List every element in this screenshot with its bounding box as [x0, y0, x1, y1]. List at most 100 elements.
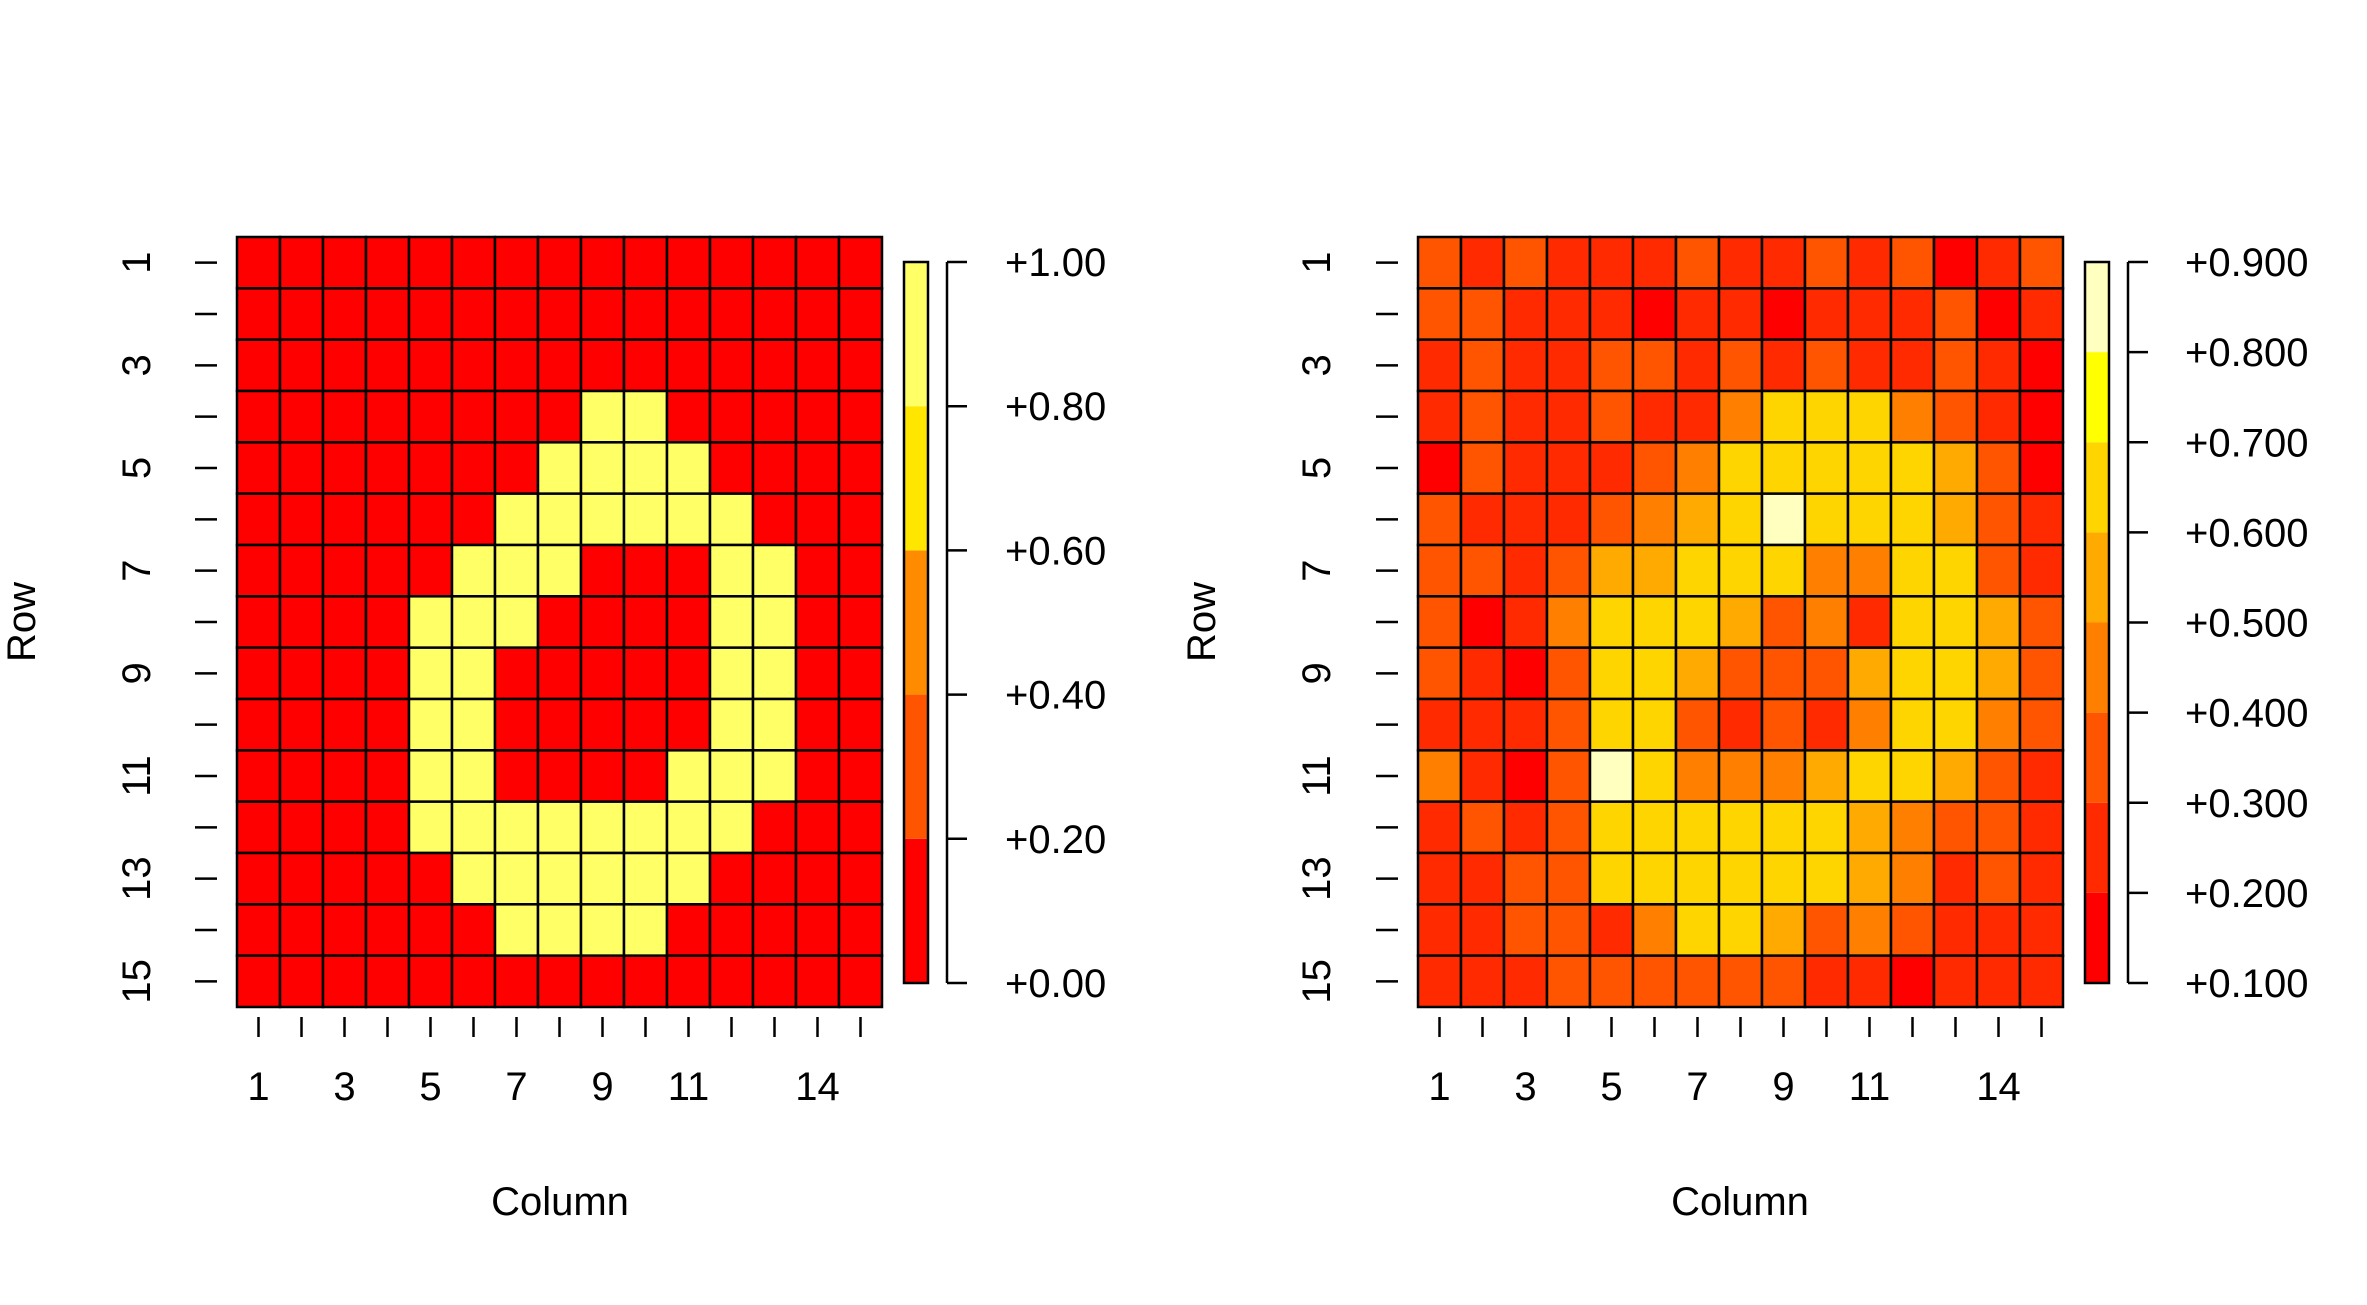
- heatmap-cell: [321, 389, 368, 444]
- heatmap-cell: [1588, 903, 1635, 957]
- x-tick-label: 9: [1772, 1065, 1794, 1109]
- heatmap-cell: [1631, 492, 1678, 547]
- heatmap-cell: [1846, 441, 1893, 495]
- heatmap-cell: [2018, 903, 2065, 957]
- heatmap-cell: [837, 800, 884, 855]
- heatmap-cell: [1502, 954, 1549, 1009]
- heatmap-cell: [1932, 595, 1979, 649]
- heatmap-cell: [1803, 903, 1850, 957]
- heatmap-cell: [1588, 954, 1635, 1009]
- heatmap-cell: [622, 749, 669, 803]
- heatmap-cell: [321, 235, 368, 290]
- heatmap-cell: [1932, 851, 1979, 906]
- heatmap-cell: [235, 492, 282, 547]
- heatmap-cell: [450, 697, 497, 752]
- heatmap-cell: [450, 749, 497, 803]
- heatmap-cell: [1674, 492, 1721, 547]
- heatmap-cell: [1846, 749, 1893, 803]
- heatmap-cell: [1932, 338, 1979, 393]
- heatmap-cell: [665, 492, 712, 547]
- heatmap-cell: [1717, 338, 1764, 393]
- heatmap-cell: [407, 389, 454, 444]
- heatmap-cell: [1975, 646, 2022, 701]
- heatmap-cell: [1975, 954, 2022, 1009]
- heatmap-cell: [1846, 800, 1893, 855]
- legend-label: +0.300: [2185, 782, 2308, 826]
- heatmap-cell: [579, 954, 626, 1009]
- heatmap-cell: [321, 646, 368, 701]
- x-axis-label: Column: [491, 1180, 629, 1224]
- heatmap-cell: [1846, 954, 1893, 1009]
- heatmap-cell: [1459, 287, 1506, 341]
- heatmap-cell: [1846, 697, 1893, 752]
- heatmap-cell: [278, 287, 325, 341]
- heatmap-cell: [1502, 800, 1549, 855]
- heatmap-cell: [364, 389, 411, 444]
- heatmap-cell: [278, 954, 325, 1009]
- heatmap-cell: [407, 646, 454, 701]
- x-tick-label: 5: [419, 1065, 441, 1109]
- heatmap-cell: [1502, 646, 1549, 701]
- color-legend: +0.00 +0.20 +0.40 +0.60 +0.80 +1.00: [902, 241, 1106, 1006]
- legend-label: +0.00: [1005, 962, 1106, 1006]
- heatmap-cell: [1717, 441, 1764, 495]
- heatmap-cell: [321, 851, 368, 906]
- heatmap-cell: [407, 954, 454, 1009]
- heatmap-cell: [407, 492, 454, 547]
- y-tick-label: 13: [115, 856, 159, 901]
- heatmap-cell: [794, 954, 841, 1009]
- heatmap-cell: [1760, 492, 1807, 547]
- heatmap-cell: [235, 543, 282, 598]
- heatmap-cell: [1717, 749, 1764, 803]
- heatmap-cell: [235, 235, 282, 290]
- heatmap-cell: [1932, 800, 1979, 855]
- heatmap-cell: [1932, 646, 1979, 701]
- heatmap-cell: [235, 595, 282, 649]
- heatmap-cell: [364, 492, 411, 547]
- y-tick-label: 11: [1295, 755, 1339, 797]
- heatmap-cell: [450, 492, 497, 547]
- heatmap-cell: [622, 235, 669, 290]
- heatmap-cell: [2018, 595, 2065, 649]
- heatmap-cell: [1932, 697, 1979, 752]
- heatmap-cell: [493, 697, 540, 752]
- heatmap-cell: [837, 749, 884, 803]
- heatmap-cell: [1674, 800, 1721, 855]
- heatmap-cell: [1846, 851, 1893, 906]
- heatmap-cell: [708, 235, 755, 290]
- heatmap-cell: [1459, 441, 1506, 495]
- legend-label: +0.200: [2185, 872, 2308, 916]
- heatmap-cell: [1502, 235, 1549, 290]
- heatmap-cell: [837, 851, 884, 906]
- heatmap-cell: [708, 441, 755, 495]
- heatmap-cell: [622, 441, 669, 495]
- heatmap-cell: [1889, 441, 1936, 495]
- heatmap-cell: [1717, 235, 1764, 290]
- heatmap-cell: [536, 389, 583, 444]
- heatmap-cell: [1545, 492, 1592, 547]
- heatmap-cell: [1416, 800, 1463, 855]
- heatmap-cell: [235, 697, 282, 752]
- legend-label: +0.900: [2185, 241, 2308, 285]
- heatmap-cell: [493, 595, 540, 649]
- heatmap-cell: [1889, 543, 1936, 598]
- y-tick-label: 1: [1295, 252, 1339, 274]
- heatmap-cell: [751, 646, 798, 701]
- heatmap-cell: [837, 492, 884, 547]
- heatmap-cell: [1674, 441, 1721, 495]
- heatmap-cell: [1416, 235, 1463, 290]
- y-tick-label: 11: [115, 755, 159, 797]
- heatmap-cell: [794, 287, 841, 341]
- heatmap-cell: [708, 646, 755, 701]
- heatmap-cell: [407, 338, 454, 393]
- heatmap-cell: [1760, 543, 1807, 598]
- heatmap-cell: [450, 441, 497, 495]
- heatmap-cell: [493, 646, 540, 701]
- heatmap-cell: [1932, 441, 1979, 495]
- heatmap-cell: [364, 441, 411, 495]
- heatmap-cell: [1846, 595, 1893, 649]
- heatmap-cell: [751, 441, 798, 495]
- heatmap-cell: [1760, 595, 1807, 649]
- heatmap-cell: [622, 697, 669, 752]
- heatmap-cell: [1717, 389, 1764, 444]
